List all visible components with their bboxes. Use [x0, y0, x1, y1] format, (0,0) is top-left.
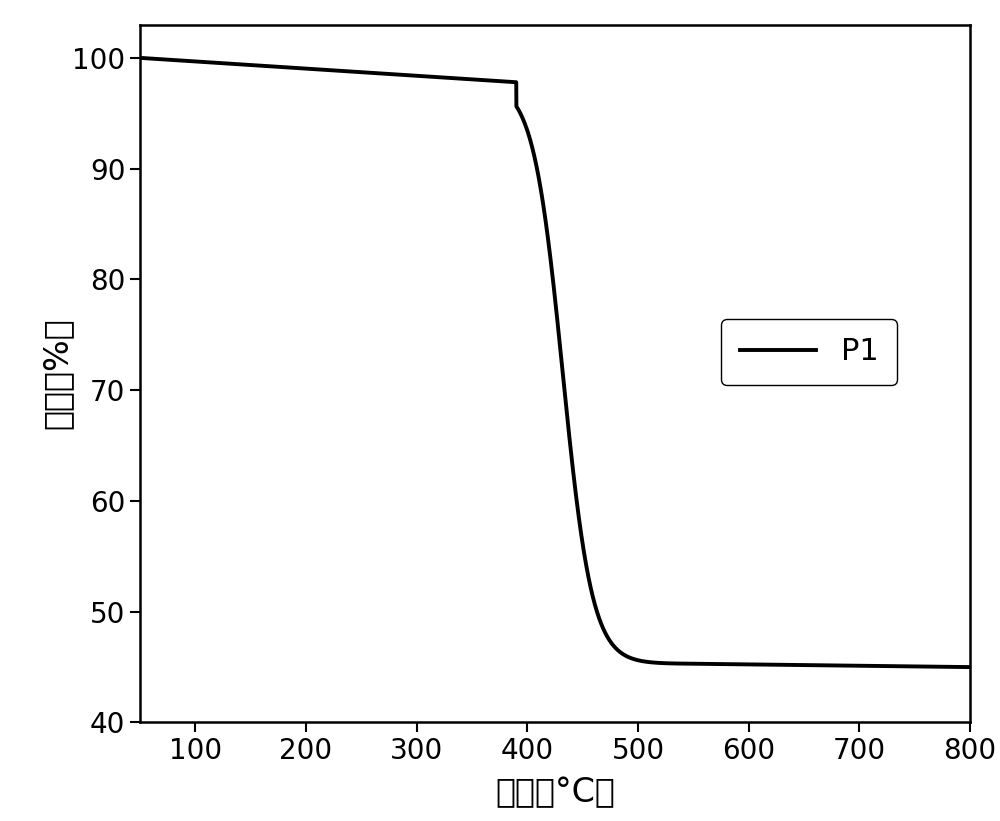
P1: [134, 53, 146, 62]
Line: P1: P1: [140, 57, 970, 667]
P1: [451, 73, 463, 83]
Text: 失重（%）: 失重（%）: [40, 318, 74, 429]
P1: [674, 658, 686, 668]
Legend: P1: P1: [721, 319, 897, 385]
P1: [632, 655, 644, 665]
P1: [285, 62, 297, 72]
P1: [816, 660, 828, 670]
P1: [753, 659, 765, 669]
P1: [964, 663, 976, 672]
Text: 温度（°C）: 温度（°C）: [495, 776, 615, 809]
